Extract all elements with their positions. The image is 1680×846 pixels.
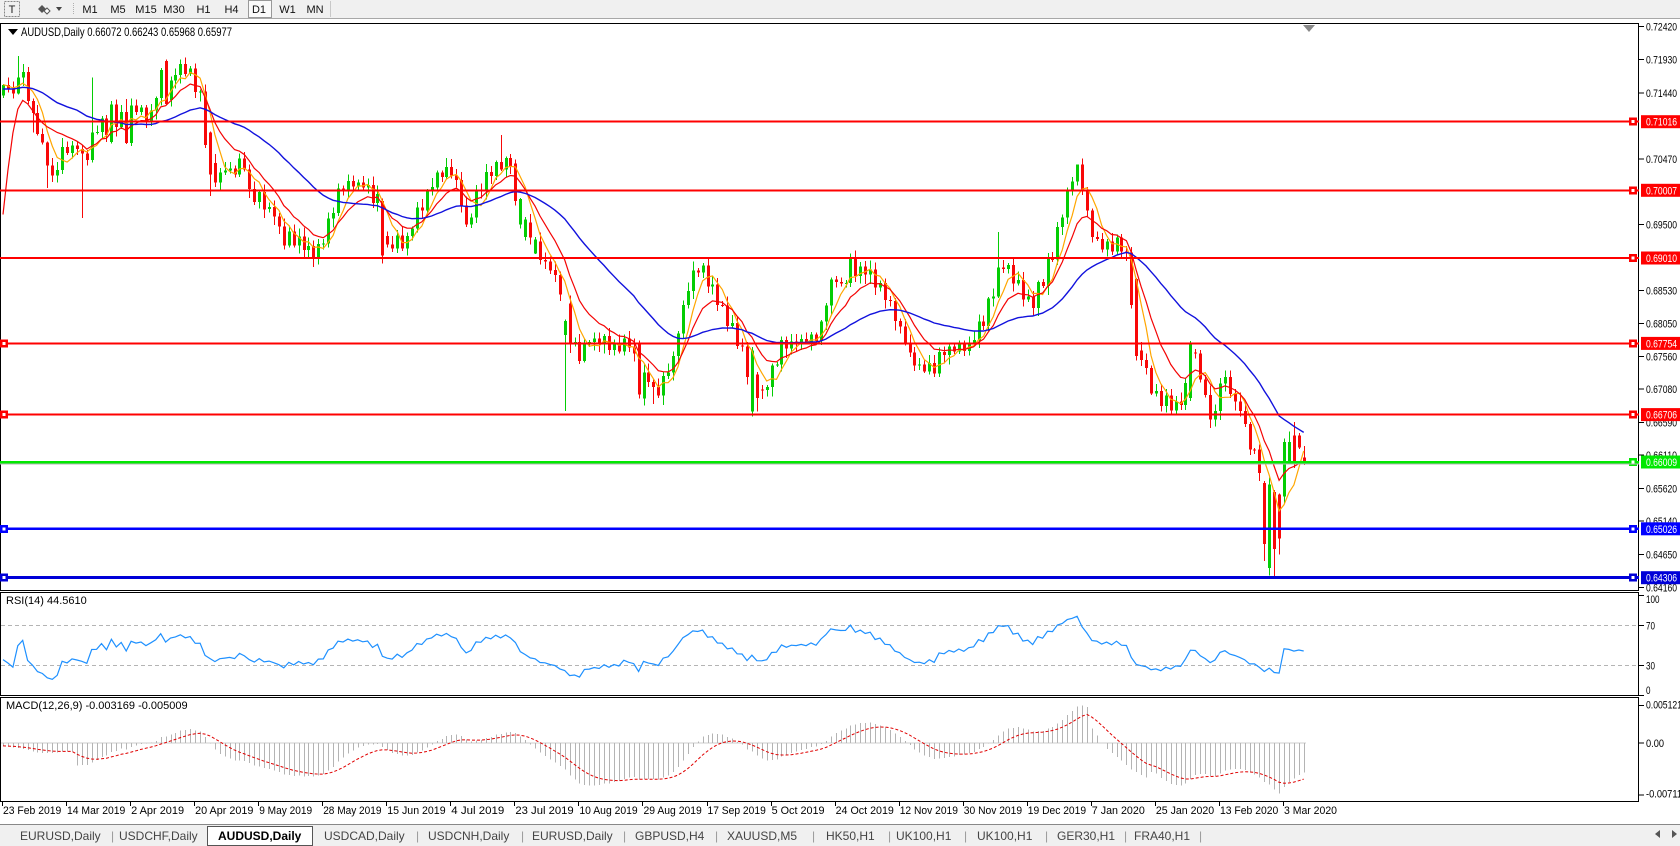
svg-text:0.69010: 0.69010 (1646, 253, 1677, 265)
svg-text:AUDUSD,Daily 0.66072 0.66243: AUDUSD,Daily 0.66072 0.66243 0.65968 0.6… (21, 25, 232, 39)
svg-text:-0.00711: -0.00711 (1646, 789, 1680, 801)
svg-text:|: | (812, 829, 815, 843)
svg-text:0.69500: 0.69500 (1646, 220, 1677, 232)
svg-text:0.64160: 0.64160 (1646, 583, 1677, 595)
svg-text:3 Mar 2020: 3 Mar 2020 (1284, 805, 1337, 817)
svg-text:M1: M1 (82, 4, 97, 16)
svg-text:12 Nov 2019: 12 Nov 2019 (900, 805, 958, 817)
svg-text:UK100,H1: UK100,H1 (977, 829, 1033, 843)
svg-text:13 Feb 2020: 13 Feb 2020 (1220, 805, 1278, 817)
svg-text:0.00: 0.00 (1646, 738, 1664, 750)
svg-text:30: 30 (1646, 661, 1655, 673)
svg-text:23 Jul 2019: 23 Jul 2019 (515, 805, 573, 817)
svg-text:100: 100 (1646, 594, 1660, 606)
svg-text:|: | (715, 829, 718, 843)
svg-text:29 Aug 2019: 29 Aug 2019 (644, 805, 702, 817)
svg-text:0.005121: 0.005121 (1646, 700, 1680, 712)
svg-text:|: | (888, 829, 891, 843)
svg-text:EURUSD,Daily: EURUSD,Daily (532, 829, 613, 843)
svg-text:0: 0 (1646, 685, 1651, 697)
svg-text:|: | (1199, 829, 1202, 843)
svg-text:9 May 2019: 9 May 2019 (259, 805, 312, 817)
svg-text:0.65026: 0.65026 (1646, 524, 1677, 536)
svg-text:15 Jun 2019: 15 Jun 2019 (387, 805, 445, 817)
svg-text:7 Jan 2020: 7 Jan 2020 (1092, 805, 1145, 817)
svg-text:0.66706: 0.66706 (1646, 410, 1677, 422)
svg-text:10 Aug 2019: 10 Aug 2019 (579, 805, 637, 817)
svg-text:0.64650: 0.64650 (1646, 549, 1677, 561)
svg-text:0.68050: 0.68050 (1646, 318, 1677, 330)
svg-text:MACD(12,26,9) -0.003169 -0.005: MACD(12,26,9) -0.003169 -0.005009 (6, 700, 188, 712)
svg-text:0.70470: 0.70470 (1646, 154, 1677, 166)
svg-text:17 Sep 2019: 17 Sep 2019 (708, 805, 766, 817)
svg-text:T: T (9, 4, 16, 16)
svg-text:0.67080: 0.67080 (1646, 384, 1677, 396)
svg-text:D1: D1 (252, 4, 266, 16)
svg-text:0.71016: 0.71016 (1646, 117, 1677, 129)
svg-text:H1: H1 (196, 4, 210, 16)
svg-text:0.68530: 0.68530 (1646, 286, 1677, 298)
svg-text:0.67754: 0.67754 (1646, 338, 1677, 350)
svg-text:USDCHF,Daily: USDCHF,Daily (119, 829, 198, 843)
svg-text:25 Jan 2020: 25 Jan 2020 (1156, 805, 1214, 817)
svg-text:0.71930: 0.71930 (1646, 55, 1677, 67)
svg-text:0.64306: 0.64306 (1646, 573, 1677, 585)
svg-text:0.66009: 0.66009 (1646, 457, 1677, 469)
svg-text:HK50,H1: HK50,H1 (826, 829, 875, 843)
svg-text:|: | (521, 829, 524, 843)
svg-text:AUDUSD,Daily: AUDUSD,Daily (218, 829, 302, 843)
svg-text:FRA40,H1: FRA40,H1 (1134, 829, 1190, 843)
svg-text:5 Oct 2019: 5 Oct 2019 (772, 805, 825, 817)
svg-text:0.70007: 0.70007 (1646, 185, 1677, 197)
svg-text:UK100,H1: UK100,H1 (896, 829, 952, 843)
svg-text:RSI(14) 44.5610: RSI(14) 44.5610 (6, 595, 87, 607)
svg-text:2 Apr 2019: 2 Apr 2019 (131, 805, 184, 817)
svg-text:|: | (111, 829, 114, 843)
svg-text:28 May 2019: 28 May 2019 (323, 805, 381, 817)
svg-text:30 Nov 2019: 30 Nov 2019 (964, 805, 1022, 817)
svg-text:19 Dec 2019: 19 Dec 2019 (1028, 805, 1086, 817)
svg-text:USDCAD,Daily: USDCAD,Daily (324, 829, 405, 843)
svg-text:0.72420: 0.72420 (1646, 21, 1677, 33)
svg-text:0.71440: 0.71440 (1646, 88, 1677, 100)
svg-text:XAUUSD,M5: XAUUSD,M5 (727, 829, 797, 843)
svg-text:|: | (1124, 829, 1127, 843)
svg-text:14 Mar 2019: 14 Mar 2019 (67, 805, 125, 817)
svg-text:H4: H4 (224, 4, 238, 16)
svg-text:MN: MN (306, 4, 323, 16)
svg-text:M30: M30 (163, 4, 184, 16)
svg-text:|: | (964, 829, 967, 843)
svg-text:W1: W1 (279, 4, 296, 16)
svg-text:70: 70 (1646, 621, 1655, 633)
svg-text:24 Oct 2019: 24 Oct 2019 (836, 805, 894, 817)
svg-text:GER30,H1: GER30,H1 (1057, 829, 1115, 843)
svg-text:|: | (1045, 829, 1048, 843)
svg-text:EURUSD,Daily: EURUSD,Daily (20, 829, 101, 843)
svg-text:GBPUSD,H4: GBPUSD,H4 (635, 829, 705, 843)
svg-text:M15: M15 (135, 4, 156, 16)
svg-text:20 Apr 2019: 20 Apr 2019 (195, 805, 253, 817)
svg-text:4 Jul 2019: 4 Jul 2019 (451, 805, 504, 817)
svg-text:|: | (623, 829, 626, 843)
svg-text:23 Feb 2019: 23 Feb 2019 (3, 805, 61, 817)
svg-text:USDCNH,Daily: USDCNH,Daily (428, 829, 509, 843)
svg-text:0.67560: 0.67560 (1646, 352, 1677, 364)
svg-text:0.65620: 0.65620 (1646, 483, 1677, 495)
svg-text:|: | (416, 829, 419, 843)
svg-text:M5: M5 (110, 4, 125, 16)
